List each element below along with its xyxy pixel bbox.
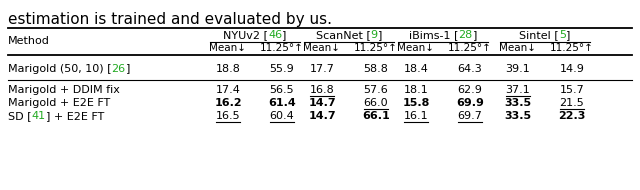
Text: 11.25°↑: 11.25°↑ [448,43,492,53]
Text: 56.5: 56.5 [269,85,294,95]
Text: ]: ] [566,30,571,40]
Text: 18.8: 18.8 [216,63,241,74]
Text: ]: ] [473,30,477,40]
Text: Method: Method [8,36,50,47]
Text: 41: 41 [31,111,45,121]
Text: iBims-1 [: iBims-1 [ [409,30,458,40]
Text: 9: 9 [371,30,378,40]
Text: 11.25°↑: 11.25°↑ [260,43,304,53]
Text: 69.7: 69.7 [458,111,483,121]
Text: Marigold + E2E FT: Marigold + E2E FT [8,98,110,108]
Text: Mean↓: Mean↓ [499,43,536,53]
Text: 64.3: 64.3 [458,63,483,74]
Text: 16.2: 16.2 [214,98,242,108]
Text: ScanNet [: ScanNet [ [316,30,371,40]
Text: Mean↓: Mean↓ [303,43,340,53]
Text: ] + E2E FT: ] + E2E FT [45,111,104,121]
Text: 5: 5 [559,30,566,40]
Text: 26: 26 [111,63,125,74]
Text: 66.1: 66.1 [362,111,390,121]
Text: 69.9: 69.9 [456,98,484,108]
Text: 62.9: 62.9 [458,85,483,95]
Text: 33.5: 33.5 [504,98,532,108]
Text: Mean↓: Mean↓ [209,43,246,53]
Text: ]: ] [378,30,382,40]
Text: 11.25°↑: 11.25°↑ [354,43,398,53]
Text: 17.7: 17.7 [310,63,335,74]
Text: 16.5: 16.5 [216,111,240,121]
Text: 60.4: 60.4 [269,111,294,121]
Text: 57.6: 57.6 [364,85,388,95]
Text: 46: 46 [268,30,282,40]
Text: 66.0: 66.0 [364,98,388,108]
Text: 18.4: 18.4 [404,63,428,74]
Text: 61.4: 61.4 [268,98,296,108]
Text: 16.1: 16.1 [404,111,428,121]
Text: 33.5: 33.5 [504,111,532,121]
Text: 22.3: 22.3 [558,111,586,121]
Text: Sintel [: Sintel [ [520,30,559,40]
Text: 17.4: 17.4 [216,85,241,95]
Text: 21.5: 21.5 [559,98,584,108]
Text: 14.7: 14.7 [308,111,336,121]
Text: 14.7: 14.7 [308,98,336,108]
Text: 11.25°↑: 11.25°↑ [550,43,594,53]
Text: 16.8: 16.8 [310,85,334,95]
Text: Mean↓: Mean↓ [397,43,435,53]
Text: ]: ] [125,63,130,74]
Text: ]: ] [282,30,287,40]
Text: 28: 28 [458,30,473,40]
Text: 15.8: 15.8 [403,98,429,108]
Text: 14.9: 14.9 [559,63,584,74]
Text: SD [: SD [ [8,111,31,121]
Text: 15.7: 15.7 [559,85,584,95]
Text: estimation is trained and evaluated by us.: estimation is trained and evaluated by u… [8,12,332,27]
Text: Marigold (50, 10) [: Marigold (50, 10) [ [8,63,111,74]
Text: 37.1: 37.1 [506,85,531,95]
Text: 58.8: 58.8 [364,63,388,74]
Text: 39.1: 39.1 [506,63,531,74]
Text: Marigold + DDIM fix: Marigold + DDIM fix [8,85,120,95]
Text: NYUv2 [: NYUv2 [ [223,30,268,40]
Text: 18.1: 18.1 [404,85,428,95]
Text: 55.9: 55.9 [269,63,294,74]
